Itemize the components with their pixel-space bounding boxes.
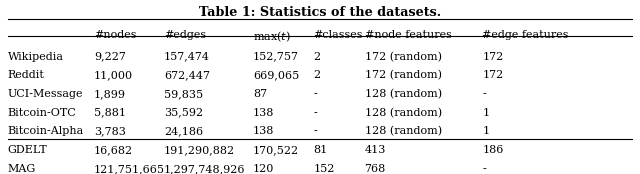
Text: 35,592: 35,592: [164, 108, 203, 118]
Text: 138: 138: [253, 108, 275, 118]
Text: -: -: [314, 89, 317, 99]
Text: 11,000: 11,000: [94, 70, 133, 80]
Text: 138: 138: [253, 126, 275, 136]
Text: #classes: #classes: [314, 30, 363, 40]
Text: 1,899: 1,899: [94, 89, 126, 99]
Text: GDELT: GDELT: [8, 145, 47, 155]
Text: 9,227: 9,227: [94, 52, 125, 62]
Text: -: -: [483, 164, 486, 174]
Text: 2: 2: [314, 70, 321, 80]
Text: Bitcoin-Alpha: Bitcoin-Alpha: [8, 126, 84, 136]
Text: max($t$): max($t$): [253, 30, 291, 44]
Text: 1: 1: [483, 126, 490, 136]
Text: -: -: [314, 108, 317, 118]
Text: 152,757: 152,757: [253, 52, 299, 62]
Text: 24,186: 24,186: [164, 126, 203, 136]
Text: 128 (random): 128 (random): [365, 126, 442, 137]
Text: UCI-Message: UCI-Message: [8, 89, 83, 99]
Text: 669,065: 669,065: [253, 70, 300, 80]
Text: 672,447: 672,447: [164, 70, 210, 80]
Text: Table 1: Statistics of the datasets.: Table 1: Statistics of the datasets.: [199, 6, 441, 19]
Text: #nodes: #nodes: [94, 30, 136, 40]
Text: 81: 81: [314, 145, 328, 155]
Text: Reddit: Reddit: [8, 70, 45, 80]
Text: 1,297,748,926: 1,297,748,926: [164, 164, 245, 174]
Text: 121,751,665: 121,751,665: [94, 164, 164, 174]
Text: 170,522: 170,522: [253, 145, 300, 155]
Text: 128 (random): 128 (random): [365, 89, 442, 99]
Text: 768: 768: [365, 164, 386, 174]
Text: -: -: [314, 126, 317, 136]
Text: 128 (random): 128 (random): [365, 108, 442, 118]
Text: 172: 172: [483, 70, 504, 80]
Text: Bitcoin-OTC: Bitcoin-OTC: [8, 108, 77, 118]
Text: 120: 120: [253, 164, 275, 174]
Text: 59,835: 59,835: [164, 89, 203, 99]
Text: #edge features: #edge features: [483, 30, 569, 40]
Text: 191,290,882: 191,290,882: [164, 145, 235, 155]
Text: #node features: #node features: [365, 30, 451, 40]
Text: 87: 87: [253, 89, 268, 99]
Text: 157,474: 157,474: [164, 52, 210, 62]
Text: 3,783: 3,783: [94, 126, 125, 136]
Text: 2: 2: [314, 52, 321, 62]
Text: 186: 186: [483, 145, 504, 155]
Text: 413: 413: [365, 145, 386, 155]
Text: 1: 1: [483, 108, 490, 118]
Text: 5,881: 5,881: [94, 108, 126, 118]
Text: MAG: MAG: [8, 164, 36, 174]
Text: 172 (random): 172 (random): [365, 70, 442, 81]
Text: 172: 172: [483, 52, 504, 62]
Text: -: -: [483, 89, 486, 99]
Text: 172 (random): 172 (random): [365, 52, 442, 62]
Text: 152: 152: [314, 164, 335, 174]
Text: #edges: #edges: [164, 30, 206, 40]
Text: Wikipedia: Wikipedia: [8, 52, 64, 62]
Text: 16,682: 16,682: [94, 145, 133, 155]
